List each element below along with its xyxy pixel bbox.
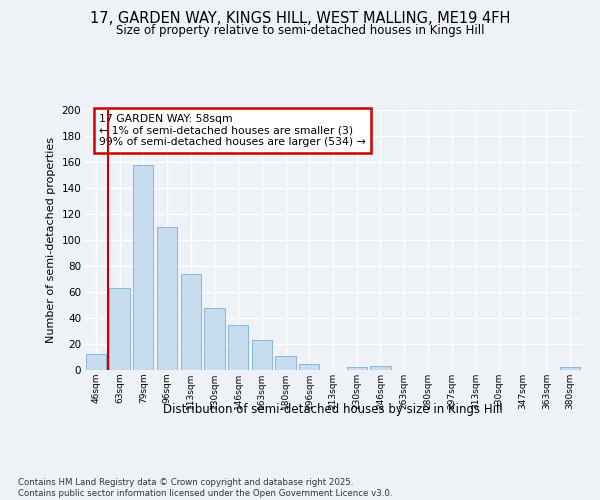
Y-axis label: Number of semi-detached properties: Number of semi-detached properties — [46, 137, 56, 343]
Text: 17 GARDEN WAY: 58sqm
← 1% of semi-detached houses are smaller (3)
99% of semi-de: 17 GARDEN WAY: 58sqm ← 1% of semi-detach… — [99, 114, 365, 147]
Bar — [205, 308, 224, 370]
Bar — [86, 354, 106, 370]
Bar — [157, 227, 177, 370]
Bar — [347, 368, 367, 370]
Bar — [109, 288, 130, 370]
Bar — [181, 274, 201, 370]
Bar — [275, 356, 296, 370]
Bar — [299, 364, 319, 370]
Bar — [133, 164, 154, 370]
Text: Distribution of semi-detached houses by size in Kings Hill: Distribution of semi-detached houses by … — [163, 402, 503, 415]
Bar — [228, 324, 248, 370]
Bar — [252, 340, 272, 370]
Bar — [560, 368, 580, 370]
Text: Contains HM Land Registry data © Crown copyright and database right 2025.
Contai: Contains HM Land Registry data © Crown c… — [18, 478, 392, 498]
Text: Size of property relative to semi-detached houses in Kings Hill: Size of property relative to semi-detach… — [116, 24, 484, 37]
Text: 17, GARDEN WAY, KINGS HILL, WEST MALLING, ME19 4FH: 17, GARDEN WAY, KINGS HILL, WEST MALLING… — [90, 11, 510, 26]
Bar — [370, 366, 391, 370]
